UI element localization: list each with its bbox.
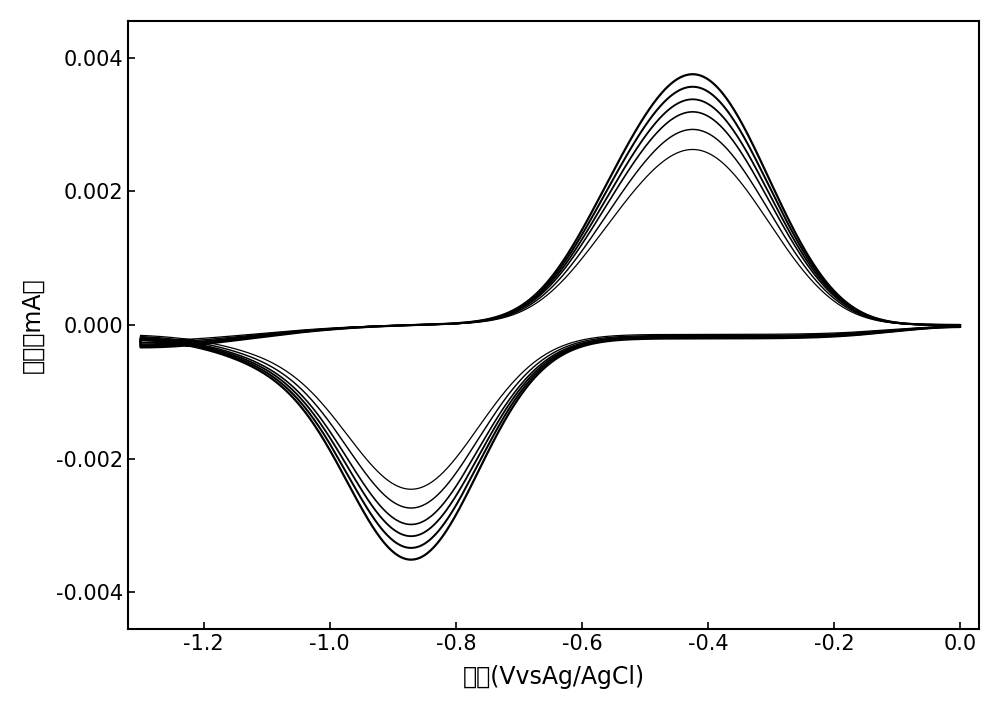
Y-axis label: 电流（mA）: 电流（mA） — [21, 277, 45, 373]
X-axis label: 电压(VvsAg/AgCl): 电压(VvsAg/AgCl) — [462, 665, 645, 689]
